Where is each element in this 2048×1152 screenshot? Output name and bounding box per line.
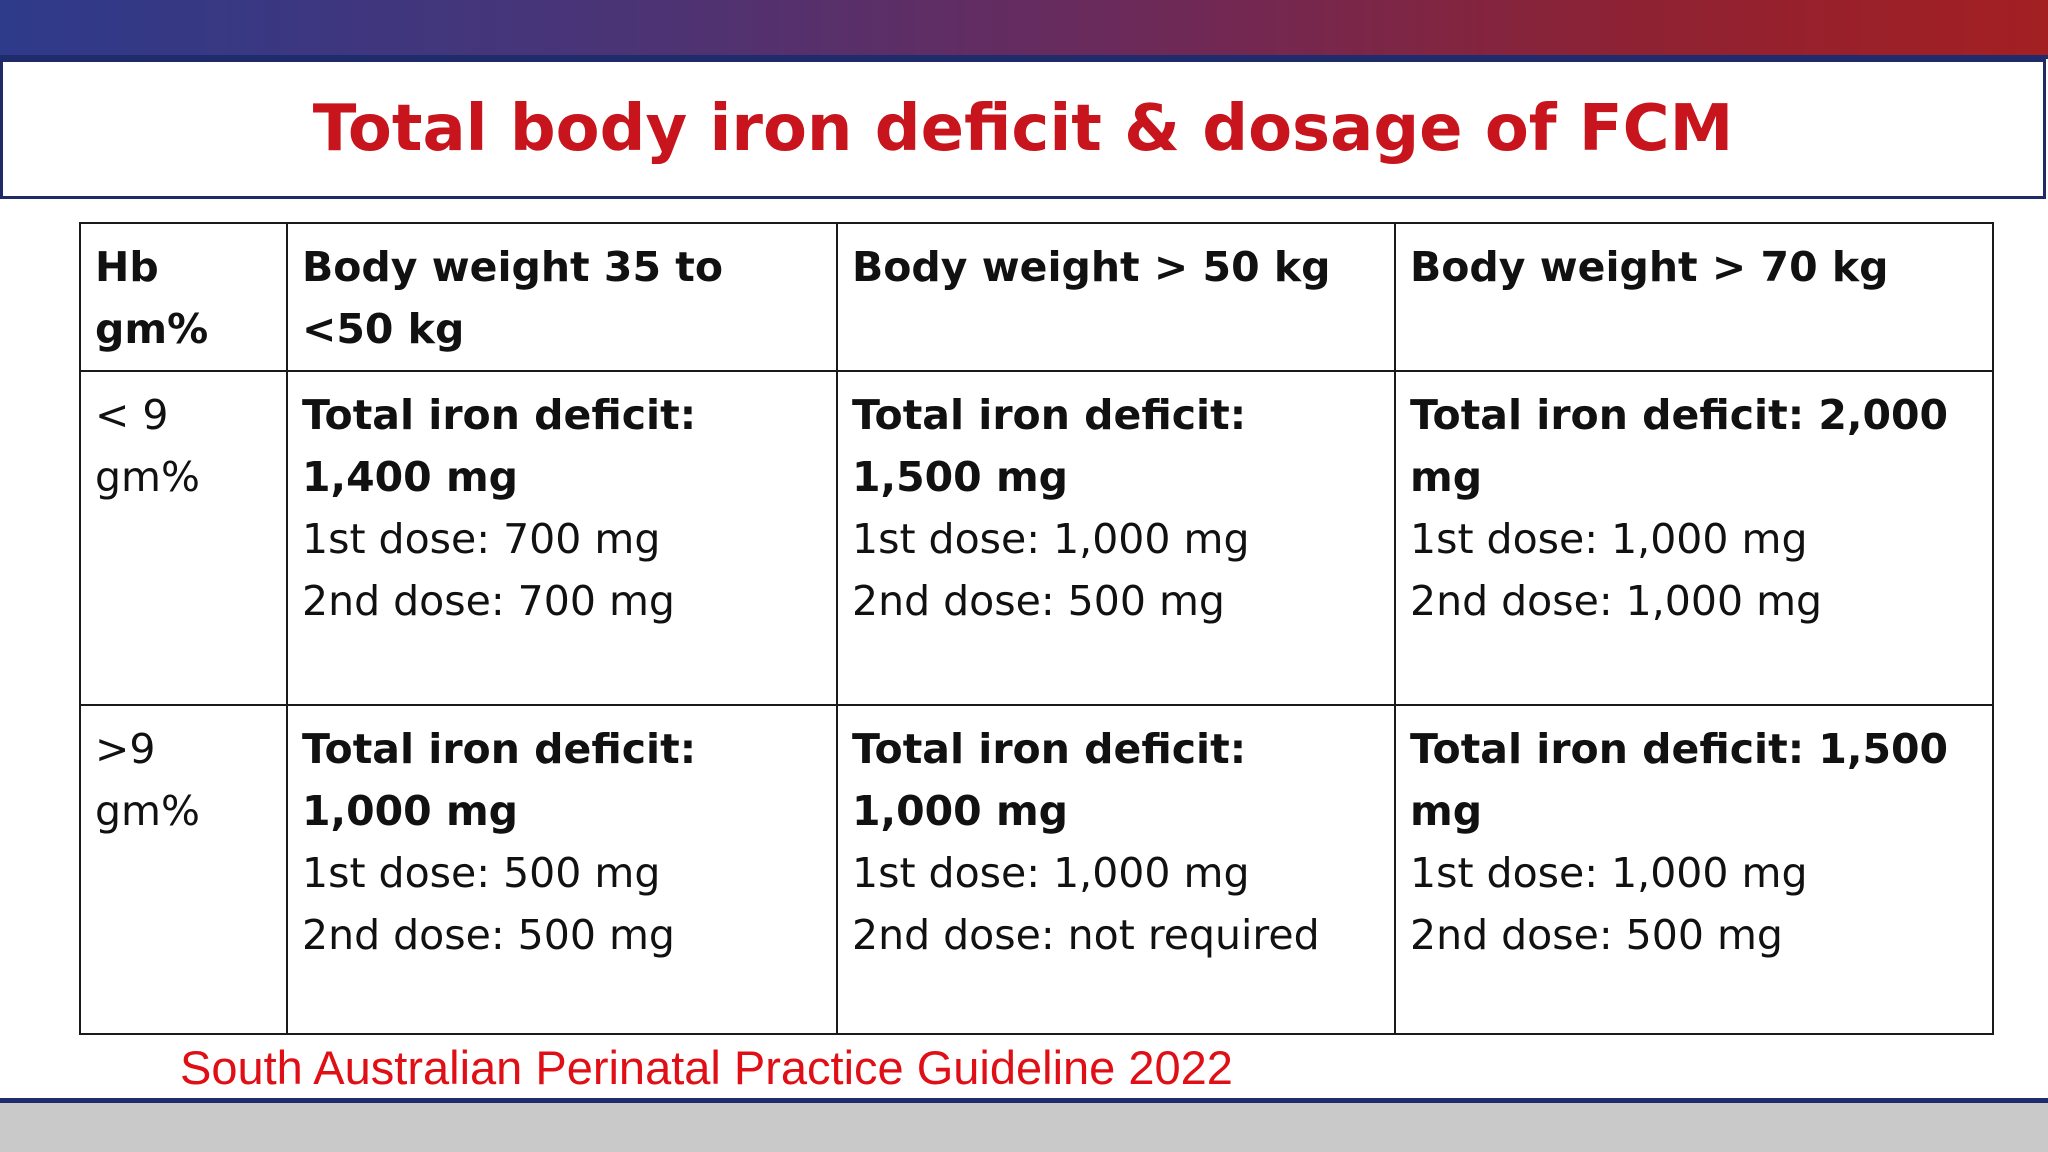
table-row: < 9 gm% Total iron deficit: 1,400 mg 1st… [79, 370, 1994, 706]
table-header-cell: Hb gm% [79, 222, 288, 372]
dosage-cell: Total iron deficit: 1,000 mg 1st dose: 5… [286, 704, 838, 1035]
dosage-cell: Total iron deficit: 1,400 mg 1st dose: 7… [286, 370, 838, 706]
top-gradient-band [0, 0, 2048, 55]
second-dose-text: 2nd dose: not required [852, 911, 1320, 959]
total-deficit-text: Total iron deficit: 1,500 mg [1410, 725, 1949, 835]
second-dose-text: 2nd dose: 500 mg [1410, 911, 1783, 959]
title-box: Total body iron deficit & dosage of FCM [0, 59, 2046, 199]
second-dose-text: 2nd dose: 1,000 mg [1410, 577, 1823, 625]
bottom-band [0, 1103, 2048, 1152]
dosage-cell: Total iron deficit: 1,500 mg 1st dose: 1… [836, 370, 1396, 706]
total-deficit-text: Total iron deficit: 1,000 mg [852, 725, 1247, 835]
total-deficit-text: Total iron deficit: 1,500 mg [852, 391, 1247, 501]
slide-title: Total body iron deficit & dosage of FCM [312, 92, 1734, 166]
table-header-cell: Body weight > 50 kg [836, 222, 1396, 372]
first-dose-text: 1st dose: 500 mg [302, 849, 661, 897]
second-dose-text: 2nd dose: 500 mg [852, 577, 1225, 625]
second-dose-text: 2nd dose: 700 mg [302, 577, 675, 625]
table-header-cell: Body weight > 70 kg [1394, 222, 1994, 372]
first-dose-text: 1st dose: 1,000 mg [852, 849, 1250, 897]
dosage-table-container: Hb gm% Body weight 35 to <50 kg Body wei… [79, 222, 1994, 1035]
dosage-table: Hb gm% Body weight 35 to <50 kg Body wei… [79, 222, 1994, 1035]
second-dose-text: 2nd dose: 500 mg [302, 911, 675, 959]
first-dose-text: 1st dose: 1,000 mg [1410, 849, 1808, 897]
table-header-cell: Body weight 35 to <50 kg [286, 222, 838, 372]
table-header-row: Hb gm% Body weight 35 to <50 kg Body wei… [79, 222, 1994, 372]
hb-level-cell: < 9 gm% [79, 370, 288, 706]
total-deficit-text: Total iron deficit: 1,000 mg [302, 725, 697, 835]
total-deficit-text: Total iron deficit: 2,000 mg [1410, 391, 1949, 501]
first-dose-text: 1st dose: 700 mg [302, 515, 661, 563]
hb-level-cell: >9 gm% [79, 704, 288, 1035]
dosage-cell: Total iron deficit: 1,500 mg 1st dose: 1… [1394, 704, 1994, 1035]
total-deficit-text: Total iron deficit: 1,400 mg [302, 391, 697, 501]
table-row: >9 gm% Total iron deficit: 1,000 mg 1st … [79, 704, 1994, 1035]
first-dose-text: 1st dose: 1,000 mg [852, 515, 1250, 563]
dosage-cell: Total iron deficit: 1,000 mg 1st dose: 1… [836, 704, 1396, 1035]
top-divider [0, 55, 2048, 59]
guideline-citation: South Australian Perinatal Practice Guid… [180, 1041, 1233, 1094]
first-dose-text: 1st dose: 1,000 mg [1410, 515, 1808, 563]
dosage-cell: Total iron deficit: 2,000 mg 1st dose: 1… [1394, 370, 1994, 706]
bottom-divider [0, 1098, 2048, 1103]
